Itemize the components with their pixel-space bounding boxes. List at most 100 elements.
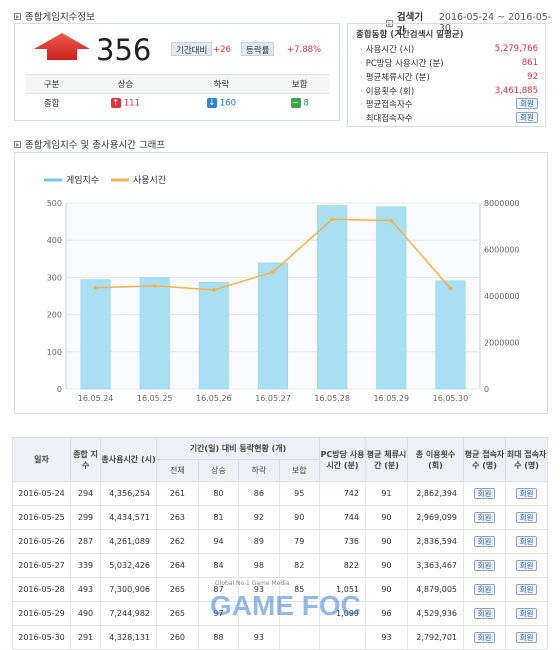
game-index-value: 356 — [96, 33, 152, 67]
max-users-member-button[interactable]: 회원 — [515, 512, 538, 523]
table-row: 2016-05-24 294 4,356,254 261 80 86 95 742 91 2,86… — [12, 481, 548, 506]
summary-panel — [14, 23, 340, 121]
table-cell: 2,792,701 — [407, 625, 464, 650]
usage-time-point — [212, 288, 216, 292]
max-users-member-button[interactable]: 회원 — [515, 488, 538, 499]
table-cell: 1,099 — [319, 601, 366, 626]
table-cell: 85 — [278, 577, 321, 602]
y-right-tick-label: 2000000 — [484, 339, 520, 348]
table-cell: 회원 — [505, 481, 548, 506]
avg-users-member-button[interactable]: 회원 — [473, 608, 496, 619]
table-cell: 91 — [365, 481, 408, 506]
table-cell: 262 — [156, 529, 199, 554]
y-left-tick-label: 0 — [57, 385, 62, 394]
avg-users-member-button[interactable]: 회원 — [473, 560, 496, 571]
table-cell: 회원 — [463, 577, 506, 602]
table-cell: 2016-05-27 — [12, 553, 71, 578]
avg-users-member-button[interactable]: 회원 — [473, 584, 496, 595]
y-right-tick-label: 0 — [484, 385, 489, 394]
max-users-member-button[interactable]: 회원 — [515, 584, 538, 595]
bar-16.05.25 — [139, 277, 170, 390]
th-sub-flat: 보합 — [278, 459, 321, 482]
avg-users-member-button[interactable]: 회원 — [473, 536, 496, 547]
table-row: 2016-05-26 287 4,261,089 262 94 89 79 736 90 2,83… — [12, 529, 548, 554]
bar-16.05.30 — [435, 280, 466, 390]
summary-table: 구분 상승 하락 보합 종합 ↑ 111 ↓ 160 −8 — [26, 74, 330, 113]
col-header-category: 구분 — [26, 74, 78, 94]
table-cell: 회원 — [463, 553, 506, 578]
max-users-member-button[interactable]: 회원 — [515, 608, 538, 619]
table-cell: 회원 — [505, 601, 548, 626]
table-cell: 5,032,426 — [100, 553, 157, 578]
table-cell: 92 — [238, 505, 280, 530]
bar-16.05.24 — [80, 279, 111, 390]
game-index-chart: 게임지수 사용시간 gametrics 01002003004005000200… — [44, 174, 520, 403]
col-header-down: 하락 — [173, 74, 270, 94]
x-tick-label: 16.05.26 — [196, 394, 232, 403]
up-count: ↑ 111 — [77, 93, 174, 113]
avg-users-member-button[interactable]: 회원 — [516, 98, 538, 109]
table-cell: 회원 — [463, 505, 506, 530]
table-cell: 회원 — [505, 505, 548, 530]
y-left-tick-label: 100 — [47, 348, 62, 357]
max-users-member-button[interactable]: 회원 — [516, 112, 538, 123]
table-cell: 4,328,131 — [100, 625, 157, 650]
y-left-tick-label: 200 — [47, 311, 62, 320]
table-cell: 490 — [70, 601, 101, 626]
th-avg: 평균 체류시간 (분) — [365, 437, 408, 482]
th-date: 일자 — [12, 437, 71, 482]
down-arrow-icon: ↓ — [206, 98, 217, 108]
max-users-member-button[interactable]: 회원 — [515, 632, 538, 643]
table-cell: 260 — [156, 625, 199, 650]
th-visits: 총 이용횟수 (회) — [407, 437, 464, 482]
period-compare-value: +26 — [213, 45, 231, 55]
th-total: 총사용시간 (시) — [100, 437, 157, 482]
table-cell: 265 — [156, 577, 199, 602]
bar-16.05.28 — [317, 205, 348, 390]
table-cell: 94 — [197, 529, 240, 554]
col-header-up: 상승 — [77, 74, 174, 94]
x-tick-label: 16.05.25 — [137, 394, 173, 403]
daily-table: 일자 종합 지수 총사용시간 (시) 기간(일) 대비 등락현황 (개) PC방… — [12, 437, 548, 650]
table-cell: 2016-05-29 — [12, 601, 71, 626]
th-max-users: 최대 접속자수 (명) — [505, 437, 548, 482]
table-cell: 90 — [365, 577, 408, 602]
table-cell: 81 — [197, 505, 240, 530]
avg-users-member-button[interactable]: 회원 — [473, 632, 496, 643]
max-users-member-button[interactable]: 회원 — [515, 560, 538, 571]
table-cell: 4,434,571 — [100, 505, 157, 530]
table-cell: 742 — [319, 481, 366, 506]
table-cell: 822 — [319, 553, 366, 578]
table-cell: 회원 — [505, 577, 548, 602]
table-cell: 265 — [156, 601, 199, 626]
avg-users-member-button[interactable]: 회원 — [473, 512, 496, 523]
max-users-member-button[interactable]: 회원 — [515, 536, 538, 547]
table-cell: 회원 — [463, 625, 506, 650]
table-cell: 3,363,467 — [407, 553, 464, 578]
usage-time-point — [330, 217, 334, 222]
table-cell: 90 — [365, 505, 408, 530]
avg-users-member-button[interactable]: 회원 — [473, 488, 496, 499]
usage-time-point — [389, 218, 394, 223]
table-row: 2016-05-29 490 7,244,982 265 97 1,099 96 4,529,… — [12, 601, 548, 626]
usage-time-point — [271, 270, 275, 274]
table-cell: 339 — [70, 553, 101, 578]
table-cell: 86 — [238, 481, 280, 506]
period-compare-label: 기간대비 — [171, 42, 213, 56]
table-cell: 299 — [70, 505, 101, 530]
table-cell: 4,356,254 — [100, 481, 157, 506]
table-cell: 7,244,982 — [100, 601, 157, 626]
table-cell: 89 — [238, 529, 280, 554]
bar-16.05.26 — [198, 281, 229, 390]
x-tick-label: 16.05.29 — [373, 394, 409, 403]
graph-heading: 종합게임지수 및 총사용시간 그래프 — [14, 137, 165, 151]
table-cell: 2,862,394 — [407, 481, 464, 506]
table-cell: 90 — [365, 529, 408, 554]
table-cell: 80 — [197, 481, 240, 506]
table-cell: 261 — [156, 481, 199, 506]
change-rate-label: 등락률 — [241, 42, 275, 56]
table-cell: 82 — [278, 553, 321, 578]
change-rate-value: +7.88% — [287, 45, 322, 55]
legend-index-label: 게임지수 — [66, 174, 99, 186]
